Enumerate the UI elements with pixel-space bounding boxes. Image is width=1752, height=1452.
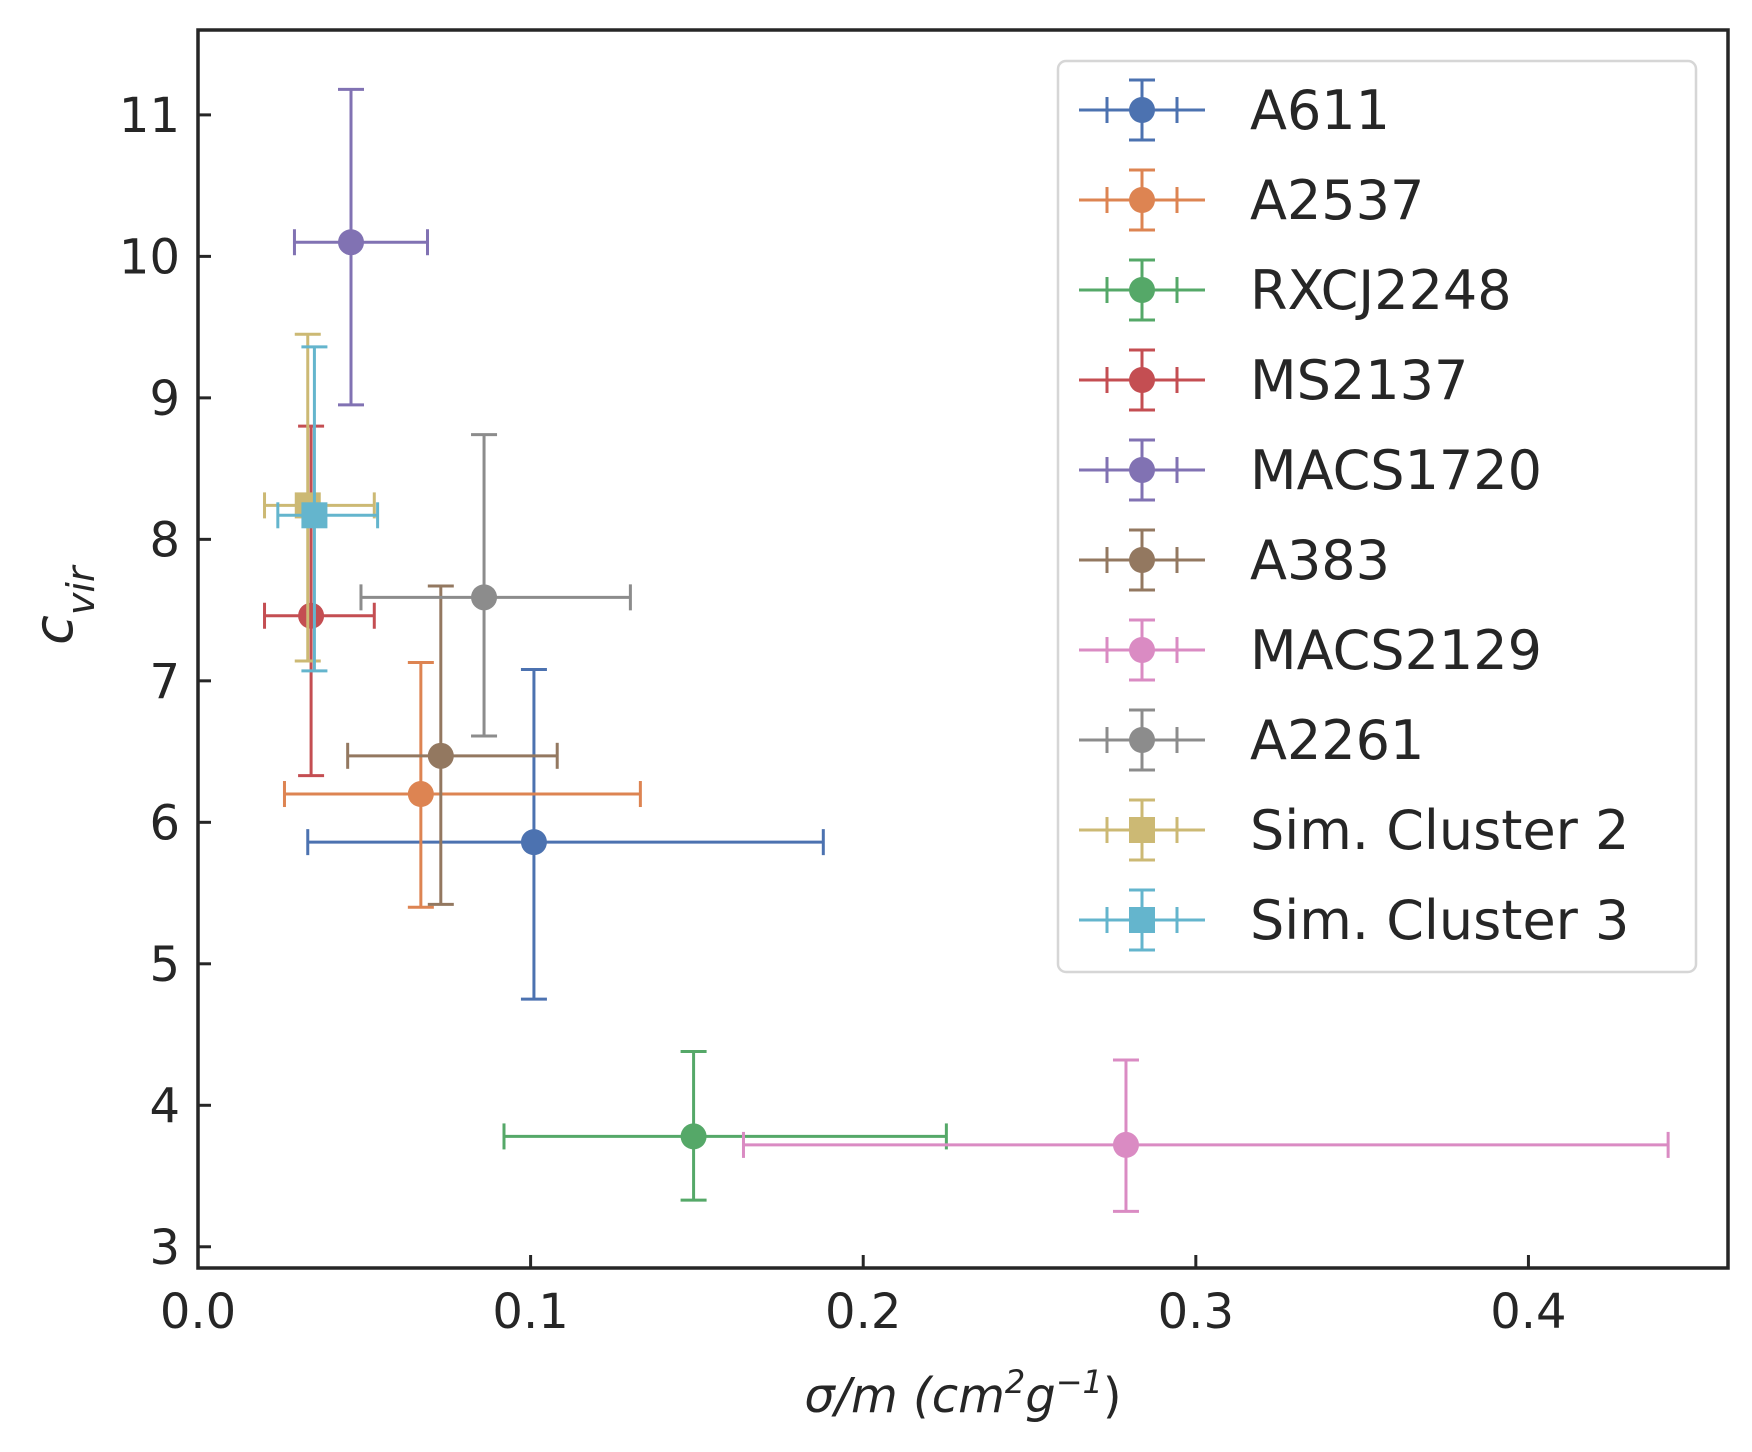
x-axis-label-end: ) [1103, 1368, 1122, 1424]
data-point [407, 781, 434, 808]
x-axis-label-sup2: −1 [1056, 1363, 1103, 1401]
legend-marker [1129, 277, 1155, 303]
legend-entry: A611 [1079, 78, 1390, 142]
y-tick-label: 4 [149, 1078, 180, 1134]
y-axis-label-sub: vir [59, 564, 103, 615]
x-axis-label: σ/m (cm2g−1) [804, 1363, 1121, 1424]
series-a2537 [282, 660, 642, 909]
legend-entry: RXCJ2248 [1079, 258, 1512, 322]
legend-label: Sim. Cluster 2 [1250, 799, 1629, 862]
series-a2261 [359, 433, 632, 738]
x-axis-label-base: σ/m (cm [804, 1368, 1004, 1424]
y-tick-label: 9 [149, 371, 180, 427]
legend: A611 A2537 RXCJ2248 MS2137 MACS1720 A383 MACS2… [1056, 59, 1698, 974]
y-axis-label: cvir [22, 564, 103, 645]
legend-entry: Sim. Cluster 2 [1079, 798, 1629, 862]
data-point [520, 829, 547, 856]
legend-entry: A2261 [1079, 708, 1424, 772]
legend-label: MACS1720 [1250, 439, 1542, 502]
y-axis-label-base: c [22, 615, 85, 645]
x-tick-label: 0.1 [492, 1284, 568, 1340]
legend-marker [1129, 367, 1155, 393]
legend-entry: MS2137 [1079, 348, 1468, 412]
legend-label: MACS2129 [1250, 619, 1542, 682]
legend-label: A383 [1250, 529, 1390, 592]
y-tick-label: 10 [119, 229, 180, 285]
y-tick-label: 11 [119, 88, 180, 144]
series-rxcj2248 [502, 1050, 948, 1202]
legend-label: A611 [1250, 79, 1390, 142]
plot-area [263, 87, 1670, 1213]
series-a611 [306, 668, 825, 1001]
legend-marker [1129, 907, 1155, 933]
legend-marker [1129, 547, 1155, 573]
series-sim-cluster-3 [276, 345, 380, 673]
series-macs1720 [292, 87, 429, 407]
legend-entry: A2537 [1079, 168, 1424, 232]
legend-marker [1129, 727, 1155, 753]
legend-entry: MACS2129 [1079, 618, 1542, 682]
y-tick-label: 7 [149, 654, 180, 710]
legend-marker [1129, 457, 1155, 483]
legend-label: A2537 [1250, 169, 1424, 232]
data-point [680, 1123, 707, 1150]
x-tick-label: 0.0 [160, 1284, 236, 1340]
axis-ticks: 0.0 0.1 0.2 0.3 0.4 3 4 5 6 7 8 9 10 11 [119, 88, 1567, 1340]
legend-label: MS2137 [1250, 349, 1468, 412]
x-tick-label: 0.2 [825, 1284, 901, 1340]
data-point [338, 229, 364, 256]
y-tick-label: 3 [149, 1220, 180, 1276]
x-tick-label: 0.3 [1158, 1284, 1234, 1340]
series-ms2137 [263, 424, 376, 778]
legend-label: RXCJ2248 [1250, 259, 1512, 322]
series-macs2129 [741, 1058, 1670, 1213]
legend-marker [1129, 97, 1155, 123]
data-point [471, 584, 498, 611]
axes-frame [196, 28, 1730, 1270]
data-point [427, 742, 454, 769]
legend-entry: MACS1720 [1079, 438, 1542, 502]
x-axis-label-mid: g [1025, 1368, 1055, 1424]
y-tick-label: 5 [149, 937, 180, 993]
legend-entry: Sim. Cluster 3 [1079, 888, 1629, 952]
data-point [301, 502, 328, 529]
data-point [298, 602, 325, 629]
legend-box [1056, 59, 1698, 974]
x-axis-label-sup1: 2 [1005, 1363, 1025, 1401]
legend-entry: A383 [1079, 528, 1390, 592]
y-tick-label: 8 [149, 512, 180, 568]
legend-marker [1129, 817, 1155, 843]
series-a383 [346, 584, 559, 906]
legend-marker [1129, 637, 1155, 663]
legend-label: Sim. Cluster 3 [1250, 889, 1629, 952]
data-point [1112, 1131, 1139, 1158]
x-tick-label: 0.4 [1490, 1284, 1566, 1340]
legend-label: A2261 [1250, 709, 1424, 772]
y-tick-label: 6 [149, 795, 180, 851]
legend-marker [1129, 187, 1155, 213]
